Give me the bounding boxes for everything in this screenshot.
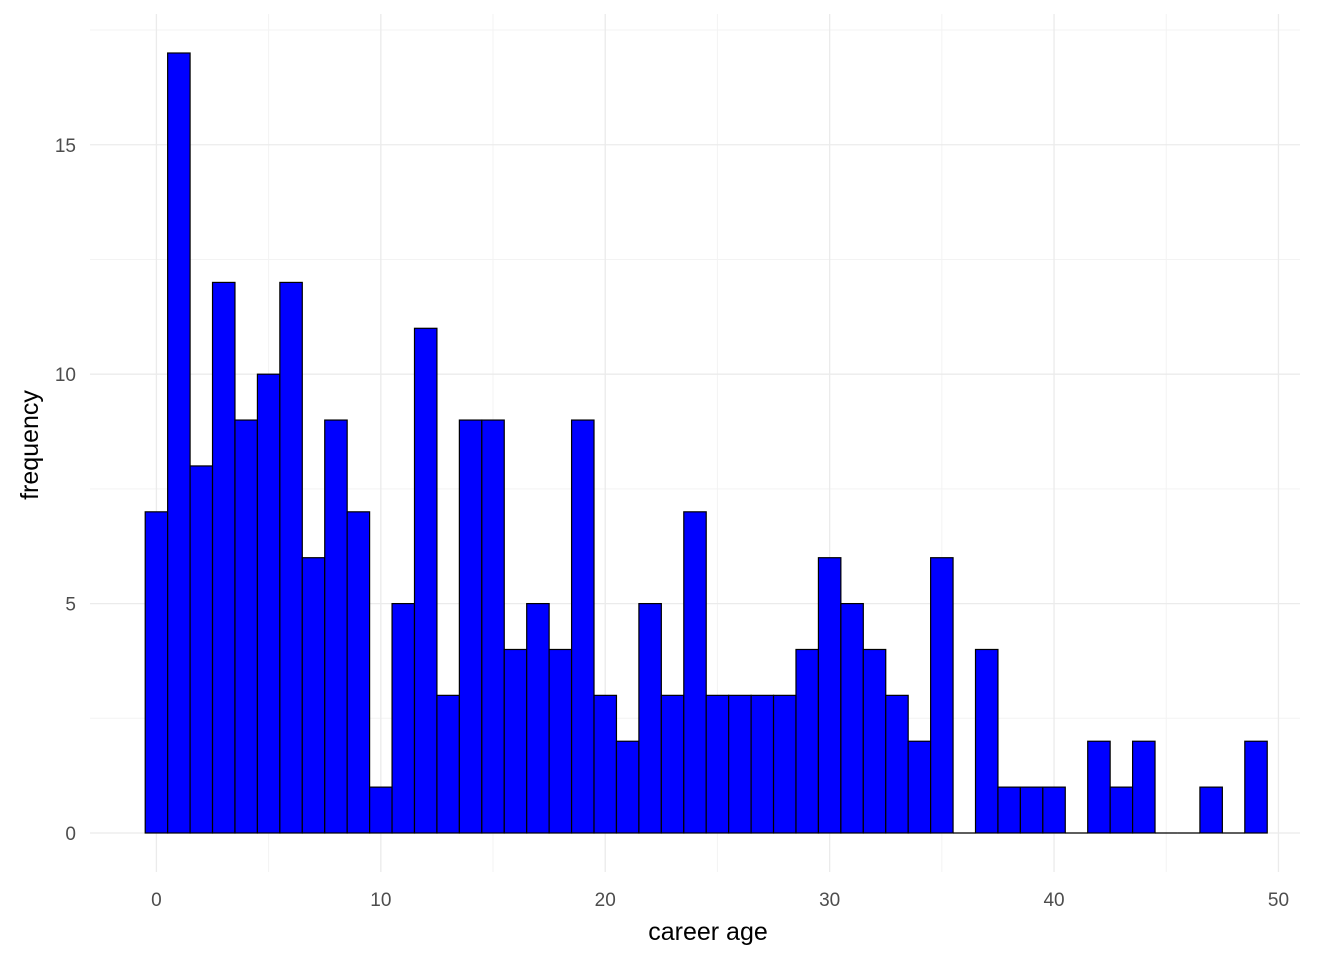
histogram-bar — [974, 648, 999, 834]
histogram-bar — [503, 648, 528, 834]
histogram-bar — [683, 511, 707, 834]
histogram-bar — [705, 694, 730, 834]
histogram-bar — [728, 694, 752, 834]
x-tick-label: 40 — [1043, 890, 1064, 911]
histogram-bar — [795, 648, 820, 834]
histogram-bar — [638, 602, 662, 834]
x-tick-label: 30 — [819, 890, 840, 911]
histogram-bar — [750, 694, 775, 834]
y-tick-label: 0 — [65, 824, 76, 845]
histogram-bar — [615, 740, 640, 834]
histogram-bar — [907, 740, 932, 834]
x-axis-tick-labels: 0 10 20 30 40 50 — [151, 890, 1289, 911]
histogram-bar — [413, 327, 438, 834]
histogram-bar — [885, 694, 909, 834]
histogram-bar — [301, 557, 326, 834]
histogram-bar — [256, 373, 281, 834]
histogram-bar — [1131, 740, 1156, 834]
histogram-bar — [862, 648, 887, 834]
x-axis-title: career age — [648, 918, 768, 946]
histogram-bar — [211, 281, 236, 834]
histogram-bar — [997, 786, 1021, 834]
y-axis-title: frequency — [16, 390, 44, 500]
histogram-bar — [593, 694, 618, 834]
histogram-bar — [570, 419, 595, 834]
histogram-bar — [234, 419, 259, 834]
histogram-bar — [458, 419, 483, 834]
y-axis-tick-labels: 0 5 10 15 — [55, 136, 76, 845]
histogram-bar — [772, 694, 797, 834]
y-tick-label: 15 — [55, 136, 76, 157]
histogram-bar — [1199, 786, 1223, 834]
histogram-bar — [1042, 786, 1066, 834]
histogram-bar — [840, 602, 864, 834]
histogram-bar — [930, 557, 954, 834]
x-tick-label: 0 — [151, 890, 162, 911]
x-tick-label: 20 — [595, 890, 616, 911]
histogram-bars — [144, 52, 1268, 834]
histogram-bar — [548, 648, 573, 834]
y-tick-label: 10 — [55, 365, 76, 386]
histogram-bar — [1019, 786, 1044, 834]
x-tick-label: 10 — [370, 890, 391, 911]
histogram-bar — [436, 694, 460, 834]
histogram-bar — [526, 602, 550, 834]
histogram-bar — [481, 419, 505, 834]
histogram-bar — [167, 52, 191, 834]
histogram-bar — [144, 511, 169, 834]
histogram-bar — [817, 557, 842, 834]
x-tick-label: 50 — [1268, 890, 1289, 911]
histogram-bar — [1244, 740, 1268, 834]
y-tick-label: 5 — [65, 595, 76, 616]
histogram-bar — [1087, 740, 1111, 834]
histogram-bar — [369, 786, 393, 834]
histogram-bar — [346, 511, 371, 834]
histogram-bar — [391, 602, 416, 834]
histogram-bar — [279, 281, 303, 834]
histogram-bar — [324, 419, 348, 834]
histogram-bar — [189, 465, 214, 834]
histogram-bar — [1109, 786, 1134, 834]
histogram-bar — [660, 694, 685, 834]
